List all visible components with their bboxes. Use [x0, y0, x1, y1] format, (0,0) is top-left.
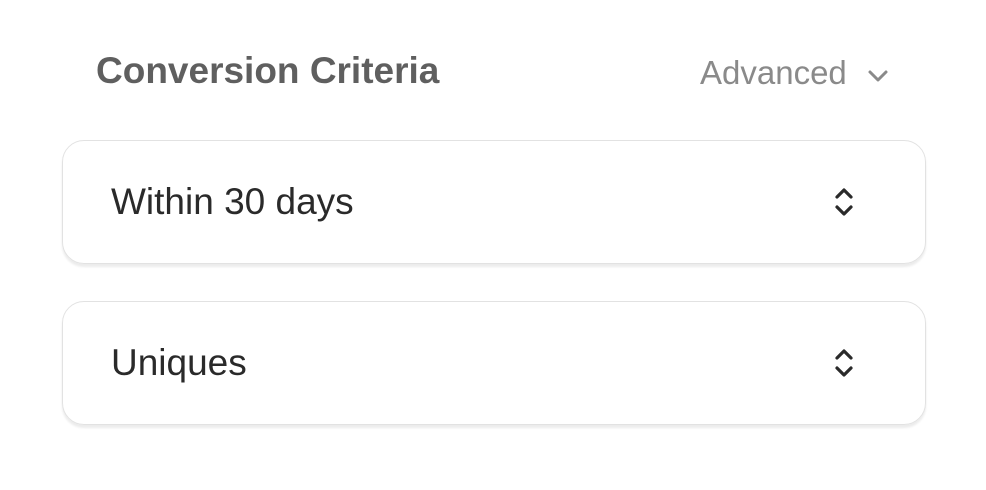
count-type-select[interactable]: Uniques: [62, 301, 926, 425]
up-down-chevron-icon: [835, 188, 853, 216]
time-window-value: Within 30 days: [111, 181, 354, 222]
advanced-label: Advanced: [700, 54, 847, 91]
advanced-toggle[interactable]: Advanced: [700, 54, 889, 92]
up-down-chevron-icon: [835, 349, 853, 377]
chevron-down-icon: [868, 70, 888, 82]
section-title: Conversion Criteria: [96, 50, 440, 91]
count-type-value: Uniques: [111, 342, 247, 383]
time-window-select[interactable]: Within 30 days: [62, 140, 926, 264]
